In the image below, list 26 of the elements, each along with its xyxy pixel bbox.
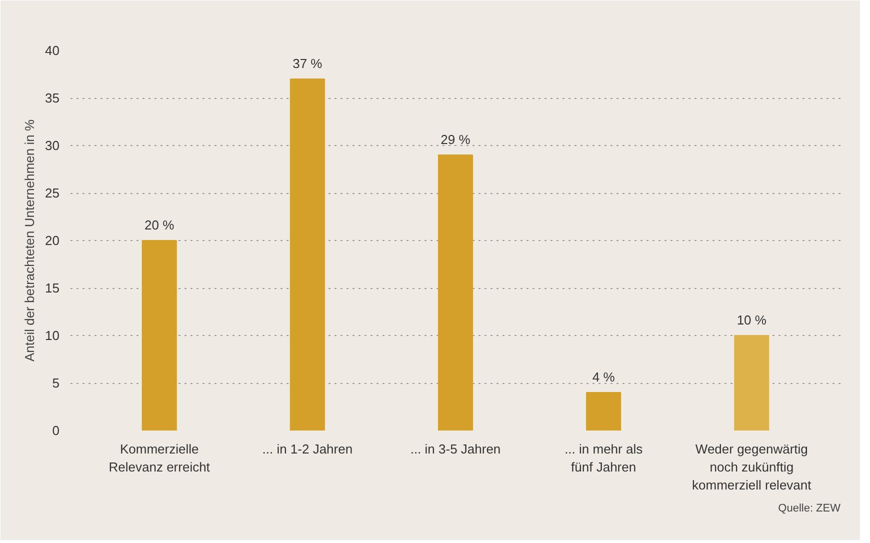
data-label: 10 % <box>736 312 767 328</box>
data-label: 4 % <box>592 370 616 384</box>
x-tick-label: ... in 3-5 Jahren <box>410 442 501 456</box>
y-tick-label: 5 <box>52 376 60 390</box>
y-axis-title: Anteil der betrachteten Unternehmen in % <box>22 119 38 362</box>
data-label: 37 % <box>292 56 323 71</box>
y-tick-label: 30 <box>45 138 60 153</box>
y-tick-label: 35 <box>45 90 60 106</box>
y-tick-label: 15 <box>45 280 60 296</box>
bar <box>142 240 177 430</box>
data-label: 29 % <box>440 132 471 147</box>
x-tick-label: ... in mehr als fünf Jahren <box>564 442 644 474</box>
x-tick-label: Weder gegenwärtig noch zukünftig kommerziell relevant <box>692 442 812 492</box>
bar <box>586 392 622 430</box>
bar <box>734 335 770 430</box>
source-note: Quelle: ZEW <box>778 502 842 514</box>
y-tick-label: 25 <box>45 186 60 200</box>
x-tick-label: Kommerzielle Relevanz erreicht <box>108 442 210 474</box>
bar <box>290 78 325 430</box>
data-label: 20 % <box>144 218 175 232</box>
y-tick-label: 10 <box>45 328 60 343</box>
x-tick-label: ... in 1-2 Jahren <box>262 442 353 456</box>
y-tick-label: 40 <box>45 43 60 58</box>
y-tick-label: 20 <box>45 233 60 248</box>
y-tick-label: 0 <box>52 423 60 438</box>
bar <box>438 154 474 430</box>
